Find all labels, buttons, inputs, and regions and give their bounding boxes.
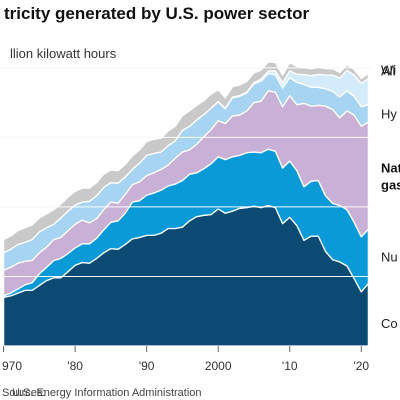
- series-label-all-other: All: [381, 63, 396, 78]
- series-label-coal: Co: [381, 316, 398, 331]
- source-line: Sources: U.S. Energy Information Adminis…: [2, 387, 202, 399]
- areas-layer: [2, 61, 370, 347]
- source-label: U.S. Energy Information Administration: [12, 387, 202, 399]
- x-tick-label-2020: '20: [353, 359, 369, 373]
- x-tick-label-1990: '90: [139, 359, 155, 373]
- x-tick-label-2010: '10: [282, 359, 298, 373]
- unit-label: llion kilowatt hours: [10, 46, 117, 61]
- series-label-hydro: Hy: [381, 106, 397, 121]
- series-label-natural-gas-0: Nat: [381, 161, 400, 176]
- x-tick-label-2000: 2000: [205, 359, 232, 373]
- gridlines-over-layer: [0, 67, 372, 277]
- series-label-natural-gas-1: gas: [381, 178, 400, 193]
- series-label-nuclear: Nu: [381, 249, 398, 264]
- x-ticks-layer: 970 '80 '90 2000 '10 '20: [2, 346, 369, 373]
- chart-title: tricity generated by U.S. power sector: [4, 4, 310, 23]
- x-tick-label-1970: 970: [2, 359, 22, 373]
- area-all-other: [2, 61, 370, 254]
- x-tick-label-1980: '80: [67, 359, 83, 373]
- series-label-wind-solar: Wi: [381, 62, 396, 77]
- source-prefix: Sources:: [2, 387, 45, 399]
